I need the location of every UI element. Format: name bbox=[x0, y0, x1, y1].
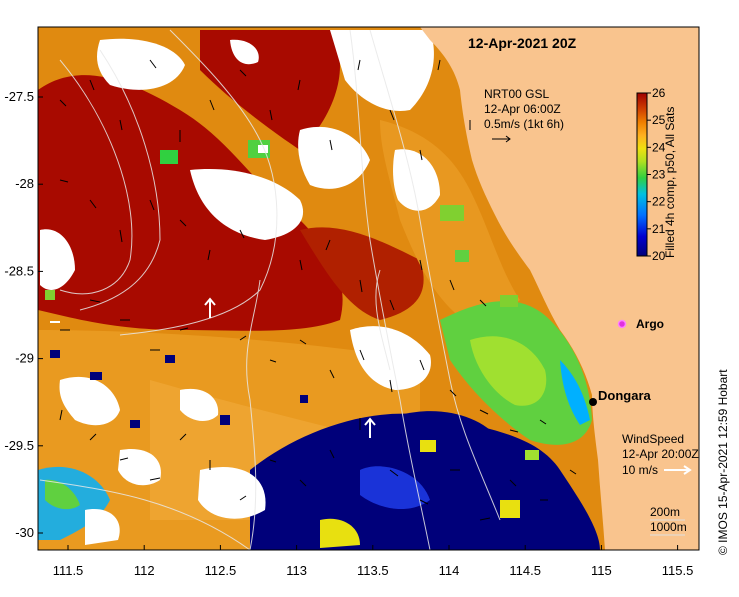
map-content bbox=[38, 27, 699, 550]
current-source-line1: NRT00 GSL bbox=[484, 87, 549, 101]
current-source-line2: 12-Apr 06:00Z bbox=[484, 102, 561, 116]
wind-line1: WindSpeed bbox=[622, 432, 684, 446]
sst-small-patches bbox=[45, 140, 539, 518]
y-tick-label: -29 bbox=[15, 351, 34, 366]
x-tick-label: 111.5 bbox=[53, 563, 84, 578]
x-tick-label: 115.5 bbox=[662, 563, 694, 578]
y-tick-label: -27.5 bbox=[4, 89, 34, 104]
current-scale-arrow bbox=[492, 135, 511, 143]
sst-green-core bbox=[470, 336, 547, 406]
y-axis-ticks: -27.5 -28 -28.5 -29 -29.5 -30 bbox=[4, 89, 43, 540]
x-tick-label: 114 bbox=[439, 563, 460, 578]
wind-annotation: WindSpeed 12-Apr 20:00Z 10 m/s bbox=[622, 432, 699, 477]
contour-legend: 200m 1000m bbox=[650, 505, 687, 536]
dongara-icon bbox=[589, 398, 597, 406]
current-source-annotation: NRT00 GSL 12-Apr 06:00Z 0.5m/s (1kt 6h) bbox=[484, 87, 564, 143]
colorbar: 20 21 22 23 24 25 26 Filled 4h comp, p50, All … bbox=[636, 86, 677, 263]
current-arrows bbox=[59, 59, 577, 521]
x-axis-ticks: 111.5 112 112.5 113 113.5 114 114.5 115 115.5 bbox=[53, 545, 694, 578]
sst-cool-north bbox=[400, 411, 500, 446]
sst-hot-north bbox=[200, 30, 340, 150]
colorbar-tick-label: 21 bbox=[652, 222, 666, 236]
argo-marker: Argo bbox=[617, 317, 664, 331]
dongara-label: Dongara bbox=[598, 388, 652, 403]
wind-line2: 12-Apr 20:00Z bbox=[622, 447, 699, 461]
colorbar-gradient bbox=[636, 92, 648, 257]
land bbox=[420, 27, 699, 550]
colorbar-tick-label: 24 bbox=[652, 140, 666, 154]
colorbar-ticks: 20 21 22 23 24 25 26 bbox=[647, 86, 666, 263]
sst-green-sw bbox=[45, 479, 80, 510]
colorbar-tick-label: 22 bbox=[652, 195, 666, 209]
y-tick-label: -29.5 bbox=[4, 438, 34, 453]
contour-1000m: 1000m bbox=[650, 520, 687, 534]
x-tick-label: 112 bbox=[134, 563, 155, 578]
y-tick-label: -28 bbox=[15, 176, 34, 191]
argo-label: Argo bbox=[636, 317, 664, 331]
colorbar-tick-label: 25 bbox=[652, 113, 666, 127]
bathymetry-contours bbox=[39, 29, 501, 550]
credit-text: © IMOS 15-Apr-2021 12:59 Hobart bbox=[716, 369, 730, 555]
contour-200m: 200m bbox=[650, 505, 680, 519]
sst-hot-core bbox=[38, 75, 343, 331]
plot-frame bbox=[37, 26, 700, 551]
wind-scale-arrow bbox=[664, 465, 692, 475]
cloud-gaps bbox=[40, 30, 440, 545]
current-source-line3: 0.5m/s (1kt 6h) bbox=[484, 117, 564, 131]
sst-yellow-patch bbox=[320, 518, 360, 548]
colorbar-label: Filled 4h comp, p50, All Sats bbox=[663, 107, 677, 258]
sst-hot-east bbox=[300, 227, 424, 320]
x-tick-label: 113 bbox=[286, 563, 307, 578]
sst-cyan-strip bbox=[560, 360, 590, 425]
y-tick-label: -30 bbox=[15, 525, 34, 540]
x-tick-label: 115 bbox=[591, 563, 612, 578]
map-title: 12-Apr-2021 20Z bbox=[468, 35, 577, 51]
x-tick-label: 114.5 bbox=[509, 563, 541, 578]
colorbar-tick-label: 23 bbox=[652, 168, 666, 182]
wind-line3: 10 m/s bbox=[622, 463, 658, 477]
wind-arrows bbox=[50, 297, 376, 438]
colorbar-tick-label: 26 bbox=[652, 86, 666, 100]
x-tick-label: 113.5 bbox=[357, 563, 389, 578]
colorbar-tick-label: 20 bbox=[652, 249, 666, 263]
dongara-marker: Dongara bbox=[589, 388, 652, 406]
x-tick-label: 112.5 bbox=[205, 563, 237, 578]
sst-cool-patch bbox=[360, 466, 430, 510]
argo-icon bbox=[617, 319, 627, 329]
y-tick-label: -28.5 bbox=[4, 263, 34, 278]
